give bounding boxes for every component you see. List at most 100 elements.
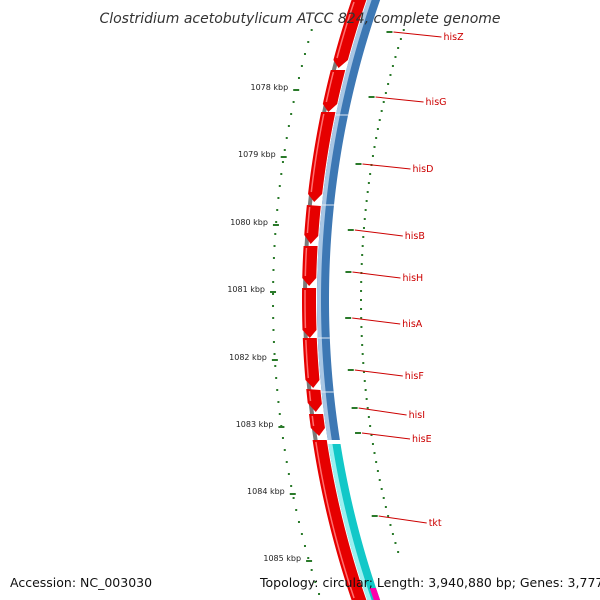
gc-dot-inner xyxy=(360,263,363,265)
gc-dot xyxy=(297,521,300,523)
tkt-band xyxy=(328,444,381,600)
kbp-label: 1078 kbp xyxy=(250,83,288,92)
gc-dot xyxy=(297,77,300,79)
gc-dot-inner xyxy=(376,128,379,130)
gene-label-hisZ: hisZ xyxy=(443,32,464,43)
gc-dot xyxy=(310,29,313,31)
gc-dot xyxy=(307,557,310,559)
gc-dot xyxy=(287,473,290,475)
cds-arrow-9-highlight xyxy=(315,441,355,599)
gc-dot-inner xyxy=(361,254,364,256)
kbp-scale: 1078 kbp 1079 kbp 1080 kbp 1081 kbp 1082 kbp… xyxy=(227,83,313,563)
gene-label-hisI: hisI xyxy=(409,410,425,421)
gc-dots xyxy=(272,29,405,595)
gc-dot-inner xyxy=(373,146,376,148)
kbp-label: 1085 kbp xyxy=(263,554,301,563)
gc-dot-inner xyxy=(364,389,367,391)
gc-dot-inner xyxy=(384,506,387,508)
gc-dot-inner xyxy=(360,299,362,301)
cds-arrow-3-highlight xyxy=(306,206,311,234)
gc-dot-inner xyxy=(380,110,383,112)
kbp-label: 1079 kbp xyxy=(238,150,276,159)
gc-dot-inner xyxy=(367,182,370,184)
gc-dot xyxy=(310,569,313,571)
gc-dot xyxy=(275,221,278,223)
gene-leader xyxy=(362,163,411,170)
gc-dot xyxy=(272,329,275,331)
cds-arrow-4 xyxy=(302,246,318,286)
gc-dot xyxy=(285,461,288,463)
cds-arrow-8-highlight xyxy=(311,415,315,427)
gc-dot xyxy=(274,365,277,367)
gc-dot-inner xyxy=(367,416,370,418)
gc-dot xyxy=(290,485,293,487)
gc-dot-inner xyxy=(382,497,385,499)
cds-arrow-0-highlight xyxy=(336,1,355,59)
cds-arrow-1-highlight xyxy=(325,71,335,103)
gene-leader xyxy=(352,271,401,279)
gc-dot xyxy=(281,161,284,163)
gc-dot-inner xyxy=(360,317,363,319)
gc-dot-inner xyxy=(364,209,367,211)
gc-dot-inner xyxy=(387,515,390,517)
gc-dot xyxy=(276,389,279,391)
kbp-label: 1084 kbp xyxy=(247,487,285,496)
gc-dot-inner xyxy=(376,470,379,472)
gc-dot xyxy=(277,197,280,199)
gc-dot-inner xyxy=(371,443,374,445)
gc-dot xyxy=(300,533,303,535)
gc-dot xyxy=(292,497,295,499)
gc-dot xyxy=(278,413,281,415)
gc-dot xyxy=(273,245,276,247)
gene-label-hisH: hisH xyxy=(402,273,423,284)
gc-dot-inner xyxy=(378,479,381,481)
gc-dot-inner xyxy=(370,434,373,436)
gc-dot-inner xyxy=(371,155,374,157)
gene-leader xyxy=(375,96,424,103)
gc-dot-inner xyxy=(365,200,368,202)
gc-dot-inner xyxy=(360,326,363,328)
gene-label-hisB: hisB xyxy=(405,231,425,242)
gc-dot xyxy=(303,53,306,55)
gc-dot xyxy=(272,317,275,319)
gc-dot xyxy=(274,233,277,235)
gc-dot-inner xyxy=(366,191,369,193)
gene-leader xyxy=(352,317,401,325)
gc-dot-inner xyxy=(362,362,365,364)
gc-dot-inner xyxy=(360,335,363,337)
cds-arrow-7-highlight xyxy=(308,390,312,402)
his-band-highlight xyxy=(317,0,372,440)
gc-dot xyxy=(303,545,306,547)
gc-dot-inner xyxy=(363,218,366,220)
gene-label-hisA: hisA xyxy=(402,319,423,330)
cds-arrow-4-highlight xyxy=(304,247,308,277)
kbp-label: 1080 kbp xyxy=(230,218,268,227)
gene-leader xyxy=(358,407,407,416)
gc-dot xyxy=(272,281,275,283)
gc-dot-inner xyxy=(361,353,364,355)
gc-dot-inner xyxy=(361,344,364,346)
gc-dot xyxy=(314,581,317,583)
gc-dot xyxy=(287,125,290,127)
gc-dot-inner xyxy=(397,47,400,49)
accession-text: Accession: NC_003030 xyxy=(10,575,152,590)
gc-dot-inner xyxy=(365,398,368,400)
gc-dot xyxy=(272,305,275,307)
gc-dot-inner xyxy=(362,236,365,238)
gc-dot xyxy=(283,149,286,151)
gene-label-tkt: tkt xyxy=(429,518,442,529)
gc-dot-inner xyxy=(366,407,369,409)
kbp-label: 1081 kbp xyxy=(227,285,265,294)
cds-arrow-7 xyxy=(306,389,322,412)
gc-dot-inner xyxy=(380,488,383,490)
gc-dot-inner xyxy=(360,308,363,310)
gc-dot-inner xyxy=(389,524,392,526)
gc-dot-inner xyxy=(360,281,363,283)
gc-dot-inner xyxy=(389,74,392,76)
gc-dot-inner xyxy=(391,533,394,535)
gc-dot-inner xyxy=(375,137,378,139)
gc-dot xyxy=(300,65,303,67)
gc-dot-inner xyxy=(369,425,372,427)
gc-dot-inner xyxy=(402,29,405,31)
gc-dot xyxy=(290,113,293,115)
